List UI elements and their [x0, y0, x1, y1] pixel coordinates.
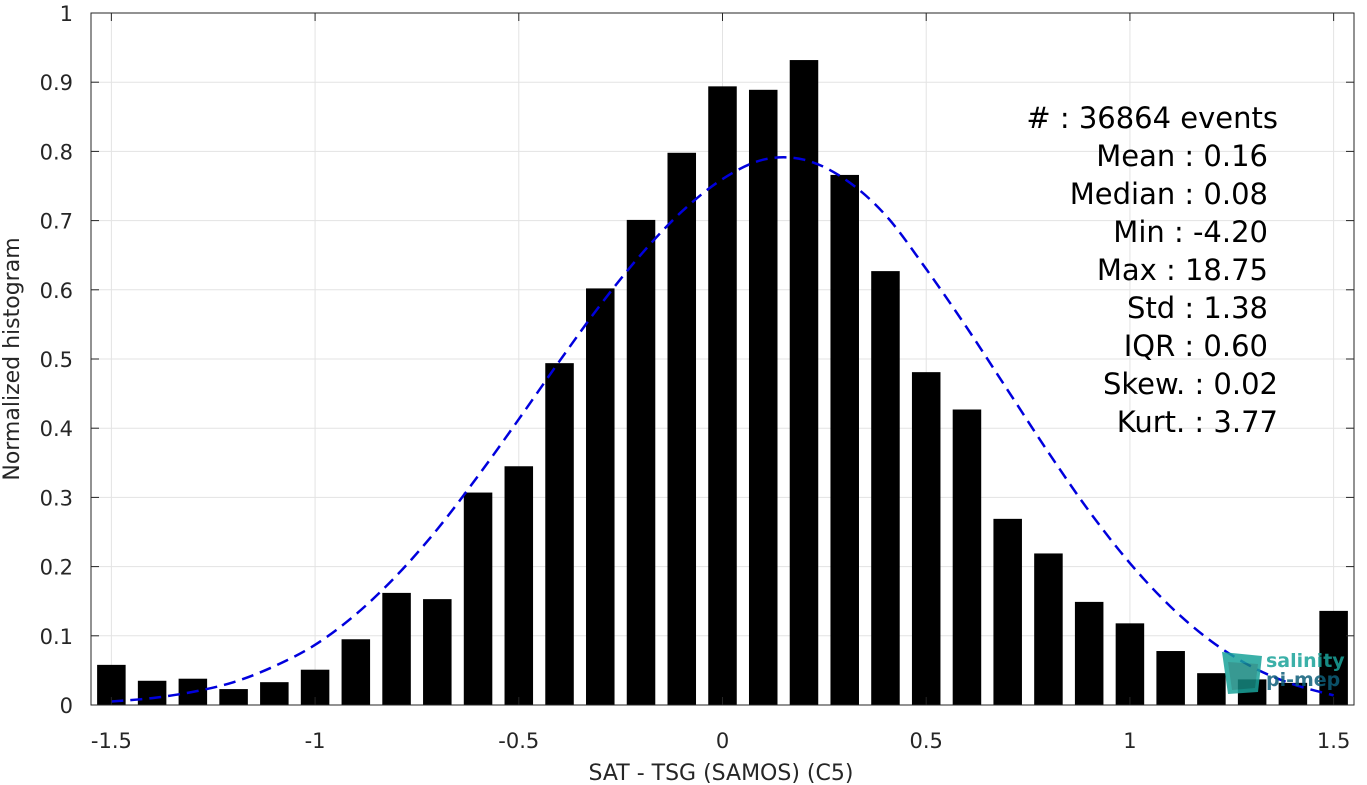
histogram-bar	[1278, 682, 1308, 705]
logo-line1: salinity	[1266, 650, 1345, 672]
histogram-bar	[708, 86, 737, 706]
x-tick-label: 1.5	[1317, 729, 1350, 753]
histogram-bar	[871, 271, 900, 705]
histogram-bar	[1115, 623, 1145, 705]
stat-events: # : 36864 events	[1026, 101, 1278, 135]
histogram-bar	[1156, 651, 1185, 705]
gaussian-fit-line	[111, 156, 1334, 703]
y-tick-label: 0.2	[40, 556, 73, 580]
salinity-pi-mep-logo: salinity pi-mep	[1222, 650, 1345, 694]
logo-mark-shade-icon	[1228, 662, 1258, 690]
stat-mean: Mean : 0.16	[1096, 139, 1268, 173]
histogram-bar	[341, 639, 371, 705]
y-tick-label: 0.8	[40, 140, 73, 164]
logo-line2: pi-mep	[1266, 669, 1340, 691]
histogram-bar	[219, 689, 248, 705]
y-tick-label: 0.9	[40, 71, 73, 95]
histogram-bar	[1197, 673, 1226, 705]
stat-skew: Skew. : 0.02	[1103, 367, 1278, 401]
x-tick-labels: -1.5 -1 -0.5 0 0.5 1 1.5	[91, 729, 1350, 753]
histogram-bar	[382, 592, 411, 705]
x-tick-label: -1	[305, 729, 326, 753]
histogram-bar	[586, 288, 615, 705]
x-tick-label: 1	[1123, 729, 1136, 753]
histogram-bar	[1034, 553, 1063, 705]
axis-ticks	[91, 12, 1354, 706]
histogram-bar	[463, 492, 493, 705]
histogram-bar	[830, 174, 859, 706]
x-axis-label: SAT - TSG (SAMOS) (C5)	[589, 761, 854, 785]
y-tick-labels: 0 0.1 0.2 0.3 0.4 0.5 0.6 0.7 0.8 0.9 1	[40, 2, 73, 718]
stat-std: Std : 1.38	[1127, 291, 1268, 325]
histogram-bar	[626, 219, 656, 705]
histogram-bar	[1074, 601, 1104, 705]
y-tick-label: 0.1	[40, 625, 73, 649]
histogram-bar	[911, 372, 941, 705]
y-tick-label: 0.6	[40, 279, 73, 303]
y-tick-label: 1	[60, 2, 73, 26]
stat-max: Max : 18.75	[1097, 253, 1268, 287]
x-tick-label: -1.5	[91, 729, 132, 753]
histogram-bar	[952, 409, 982, 705]
y-tick-label: 0.5	[40, 348, 73, 372]
x-tick-label: -0.5	[498, 729, 539, 753]
histogram-bar	[137, 680, 167, 705]
y-axis-label: Normalized histogram	[0, 237, 25, 480]
histogram-bar	[748, 89, 778, 705]
y-tick-label: 0.4	[40, 417, 73, 441]
histogram-bar	[993, 518, 1022, 705]
x-tick-label: 0	[716, 729, 729, 753]
stat-min: Min : -4.20	[1113, 215, 1268, 249]
x-tick-label: 0.5	[910, 729, 943, 753]
y-tick-label: 0.3	[40, 486, 73, 510]
histogram-bar	[545, 363, 574, 705]
histogram-bar	[667, 152, 697, 705]
y-tick-label: 0.7	[40, 210, 73, 234]
statistics-box: # : 36864 events Mean : 0.16 Median : 0.…	[1026, 101, 1278, 439]
histogram-bar	[260, 682, 289, 705]
stat-iqr: IQR : 0.60	[1124, 329, 1268, 363]
histogram-bar	[423, 599, 452, 705]
stat-median: Median : 0.08	[1070, 177, 1268, 211]
histogram-bar	[789, 60, 819, 705]
stat-kurt: Kurt. : 3.77	[1117, 405, 1278, 439]
histogram-bar	[504, 466, 534, 705]
y-tick-label: 0	[60, 694, 73, 718]
histogram-bar	[1319, 610, 1348, 705]
histogram-bars	[97, 60, 1348, 706]
